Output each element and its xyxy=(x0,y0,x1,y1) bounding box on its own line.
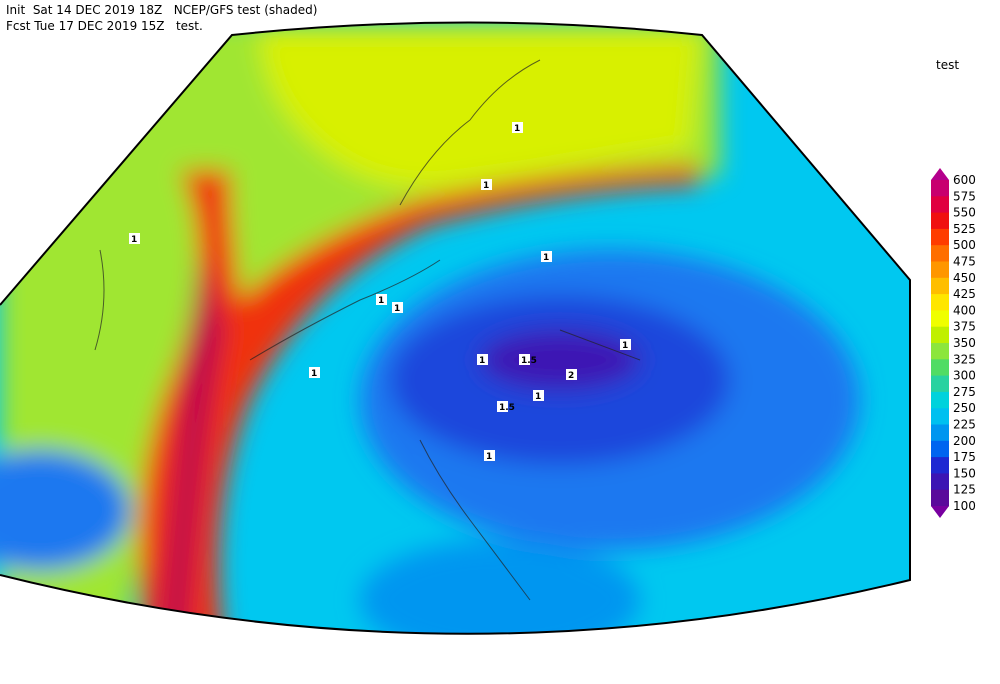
contour-label-bg xyxy=(519,354,530,365)
legend-label: 375 xyxy=(953,320,976,334)
legend-label: 125 xyxy=(953,483,976,497)
legend-swatch xyxy=(931,326,949,344)
legend-label: 275 xyxy=(953,385,976,399)
legend-swatch xyxy=(931,473,949,491)
legend-label: 500 xyxy=(953,238,976,252)
contour-label-bg xyxy=(620,339,631,350)
legend-swatch xyxy=(931,294,949,311)
header-line: Init Sat 14 DEC 2019 18Z NCEP/GFS test (… xyxy=(6,3,317,17)
legend-title: test xyxy=(936,58,959,72)
legend-label: 600 xyxy=(953,173,976,187)
header-line: Fcst Tue 17 DEC 2019 15Z test. xyxy=(6,19,203,33)
contour-label: 1 xyxy=(622,341,628,351)
legend-swatch xyxy=(931,408,949,425)
contour-label-bg xyxy=(309,367,320,378)
contour-label: 1 xyxy=(479,356,485,366)
legend-swatch xyxy=(931,375,949,393)
contour-label-bg xyxy=(512,122,523,133)
contour-label-bg xyxy=(497,401,508,412)
legend-label: 475 xyxy=(953,255,976,269)
legend-label: 225 xyxy=(953,418,976,432)
legend-swatch xyxy=(931,391,949,409)
contour-label: 1 xyxy=(378,296,384,306)
shaded-field xyxy=(0,22,910,634)
legend-label: 525 xyxy=(953,222,976,236)
legend-swatch xyxy=(931,261,949,279)
legend-label: 550 xyxy=(953,206,976,220)
contour-label: 1 xyxy=(486,452,492,462)
contour-label: 1 xyxy=(394,304,400,314)
contour-label: 1 xyxy=(483,181,489,191)
legend-swatch xyxy=(931,457,949,474)
legend-swatch xyxy=(931,440,949,458)
legend-label: 450 xyxy=(953,271,976,285)
legend-label: 150 xyxy=(953,466,976,480)
legend-swatch xyxy=(931,359,949,377)
legend-swatch xyxy=(931,196,949,214)
legend-label: 575 xyxy=(953,189,976,203)
contour-label: 1 xyxy=(535,392,541,402)
legend-arrow-top xyxy=(931,168,949,180)
contour-label: 1.5 xyxy=(499,403,515,413)
contour-label-bg xyxy=(566,369,577,380)
contour-label: 1 xyxy=(131,235,137,245)
legend-label: 325 xyxy=(953,352,976,366)
legend-swatch xyxy=(931,228,949,246)
legend-label: 400 xyxy=(953,303,976,317)
contour-label-bg xyxy=(129,233,140,244)
legend-swatch xyxy=(931,424,949,442)
contour-label-bg xyxy=(484,450,495,461)
contour-label: 1 xyxy=(311,369,317,379)
legend-label: 250 xyxy=(953,401,976,415)
contour-label: 1.5 xyxy=(521,356,537,366)
legend-swatch xyxy=(931,343,949,360)
contour-label-bg xyxy=(541,251,552,262)
contour-label: 1 xyxy=(543,253,549,263)
contour-label-bg xyxy=(481,179,492,190)
legend-swatch xyxy=(931,212,949,230)
contour-label: 1 xyxy=(514,124,520,134)
contour-label-bg xyxy=(376,294,387,305)
legend-label: 200 xyxy=(953,434,976,448)
legend-label: 100 xyxy=(953,499,976,513)
legend-arrow-bottom xyxy=(931,506,949,518)
legend-swatch xyxy=(931,180,949,197)
legend-swatch xyxy=(931,489,949,507)
legend-label: 350 xyxy=(953,336,976,350)
contour-label-bg xyxy=(477,354,488,365)
contour-label: 2 xyxy=(568,371,574,381)
contour-label-bg xyxy=(533,390,544,401)
map-boundary xyxy=(0,21,911,635)
legend-label: 300 xyxy=(953,369,976,383)
legend-label: 175 xyxy=(953,450,976,464)
legend-swatch xyxy=(931,277,949,295)
contour-label-bg xyxy=(392,302,403,313)
legend-swatch xyxy=(931,310,949,328)
legend-label: 425 xyxy=(953,287,976,301)
legend-swatch xyxy=(931,245,949,262)
